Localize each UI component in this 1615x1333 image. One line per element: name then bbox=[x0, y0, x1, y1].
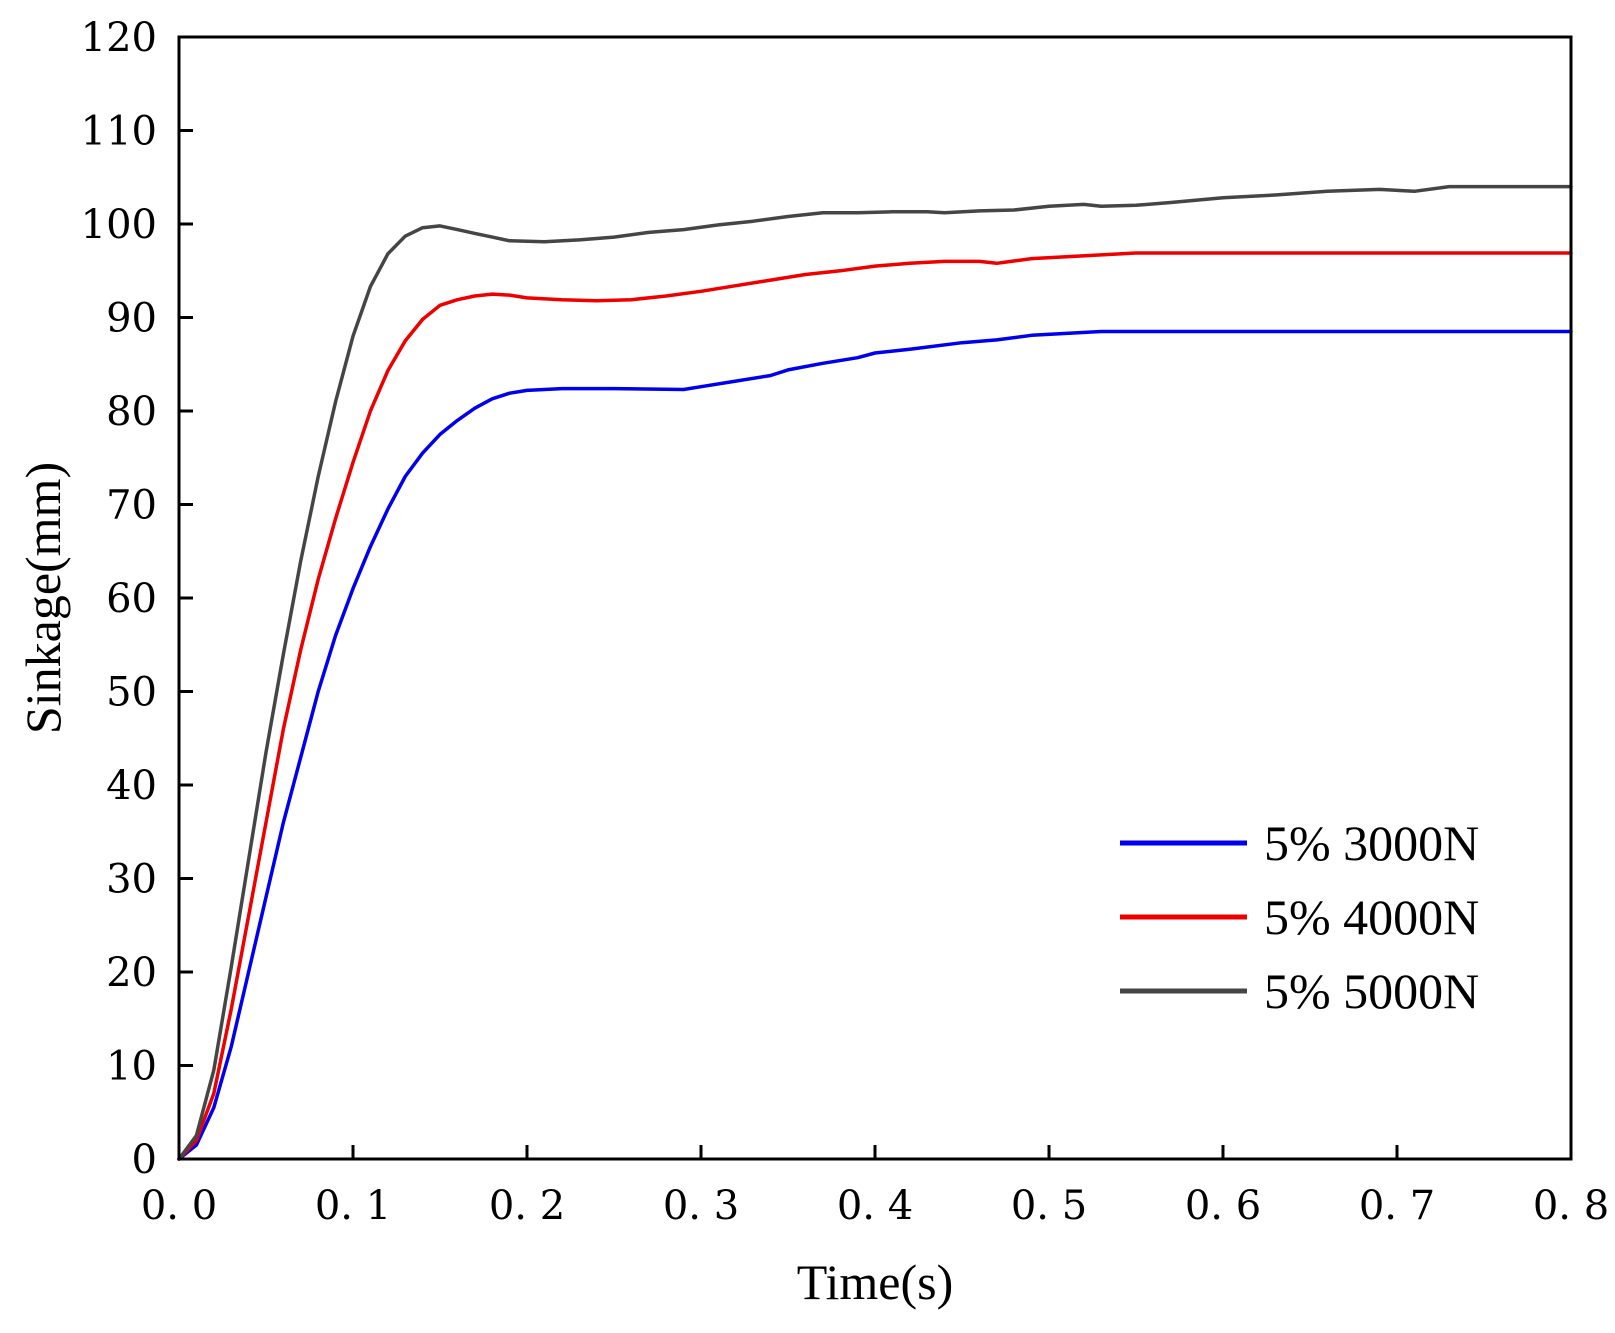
x-tick-label: 0. 7 bbox=[1359, 1183, 1435, 1229]
legend-label-1: 5% 3000N bbox=[1264, 815, 1479, 871]
series-line-3 bbox=[177, 184, 1573, 1161]
y-tick-label: 80 bbox=[106, 389, 157, 435]
x-tick-label: 0. 6 bbox=[1185, 1183, 1261, 1229]
y-tick-label: 40 bbox=[106, 763, 157, 809]
series-line-2 bbox=[177, 251, 1573, 1161]
y-tick-label: 30 bbox=[106, 857, 157, 903]
y-tick-label: 110 bbox=[81, 109, 157, 155]
x-tick-label: 0. 2 bbox=[489, 1183, 565, 1229]
series-layer bbox=[177, 184, 1573, 1161]
y-axis-title: Sinkage(mm) bbox=[15, 462, 71, 734]
y-tick-label: 100 bbox=[81, 202, 157, 248]
y-tick-label: 20 bbox=[106, 950, 157, 996]
y-tick-label: 50 bbox=[106, 670, 157, 716]
legend-label-3: 5% 5000N bbox=[1264, 963, 1479, 1019]
y-tick-label: 60 bbox=[106, 576, 157, 622]
y-tick-label: 0 bbox=[132, 1137, 157, 1183]
y-axis: 0 10 20 30 40 50 60 70 80 90 100 110 120 bbox=[81, 15, 193, 1183]
x-tick-label: 0. 5 bbox=[1011, 1183, 1087, 1229]
y-tick-label: 70 bbox=[106, 483, 157, 529]
legend-label-2: 5% 4000N bbox=[1264, 889, 1479, 945]
x-axis-title: Time(s) bbox=[797, 1254, 954, 1310]
x-tick-label: 0. 1 bbox=[315, 1183, 391, 1229]
y-tick-label: 90 bbox=[106, 296, 157, 342]
y-tick-label: 10 bbox=[106, 1044, 157, 1090]
x-tick-label: 0. 8 bbox=[1533, 1183, 1609, 1229]
y-tick-label: 120 bbox=[81, 15, 157, 61]
x-tick-label: 0. 3 bbox=[663, 1183, 739, 1229]
series-line-1 bbox=[177, 329, 1573, 1161]
x-axis: 0. 0 0. 1 0. 2 0. 3 0. 4 0. 5 0. 6 0. 7 0. 8 bbox=[141, 1145, 1609, 1229]
legend: 5% 3000N 5% 4000N 5% 5000N bbox=[1120, 815, 1479, 1019]
x-tick-label: 0. 4 bbox=[837, 1183, 913, 1229]
x-tick-label: 0. 0 bbox=[141, 1183, 217, 1229]
